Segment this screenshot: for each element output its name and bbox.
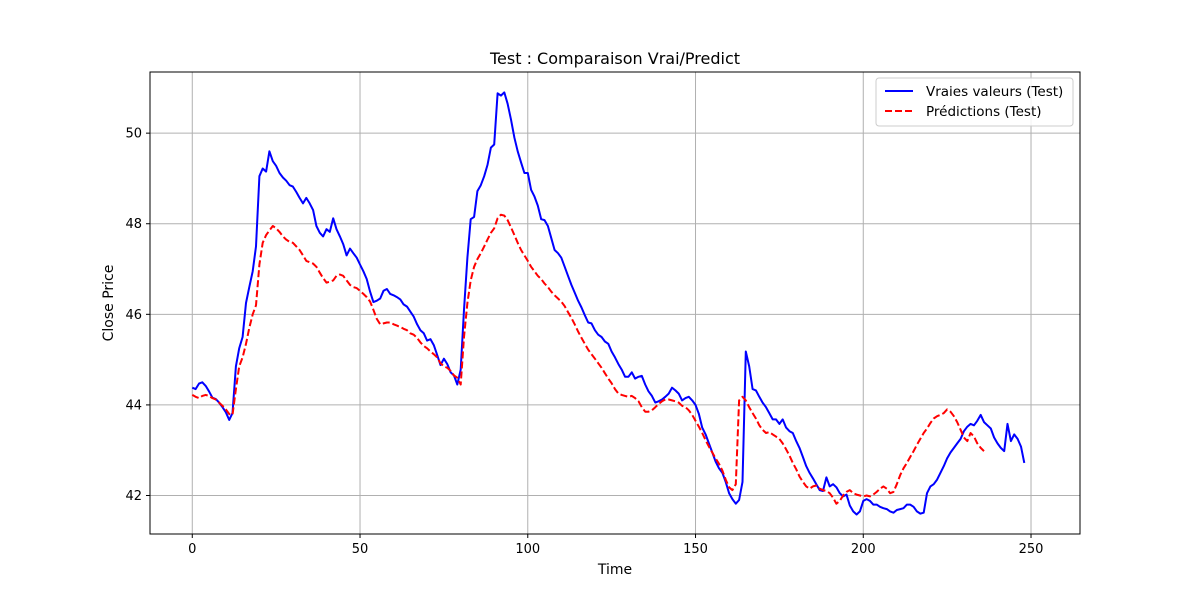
x-axis-label: Time [597, 562, 632, 578]
y-tick-label: 44 [125, 398, 142, 413]
legend-box [875, 77, 1074, 127]
series-line-predictions [191, 213, 985, 505]
series-layer [191, 91, 1026, 516]
x-tick-label: 250 [1019, 542, 1044, 557]
legend-label-predictions: Prédictions (Test) [926, 104, 1042, 120]
x-tick-label: 150 [683, 542, 708, 557]
series-line-true-values [191, 91, 1026, 516]
x-axis-ticks: 0 50 100 150 200 250 [188, 534, 1043, 557]
y-tick-label: 48 [125, 217, 142, 232]
chart-title: Test : Comparaison Vrai/Predict [489, 49, 740, 68]
y-axis-ticks: 42 44 46 48 50 [125, 127, 150, 504]
gridlines [150, 72, 1080, 534]
plot-frame [149, 71, 1081, 535]
x-tick-label: 0 [188, 542, 196, 557]
y-tick-label: 50 [125, 127, 142, 142]
legend-label-true-values: Vraies valeurs (Test) [926, 84, 1063, 100]
plot-area [150, 72, 1080, 534]
y-tick-label: 42 [125, 489, 142, 504]
y-tick-label: 46 [125, 308, 142, 323]
x-tick-label: 100 [515, 542, 540, 557]
legend: Vraies valeurs (Test) Prédictions (Test) [875, 77, 1074, 127]
y-axis-label: Close Price [101, 265, 117, 342]
x-tick-label: 200 [851, 542, 876, 557]
x-tick-label: 50 [352, 542, 369, 557]
